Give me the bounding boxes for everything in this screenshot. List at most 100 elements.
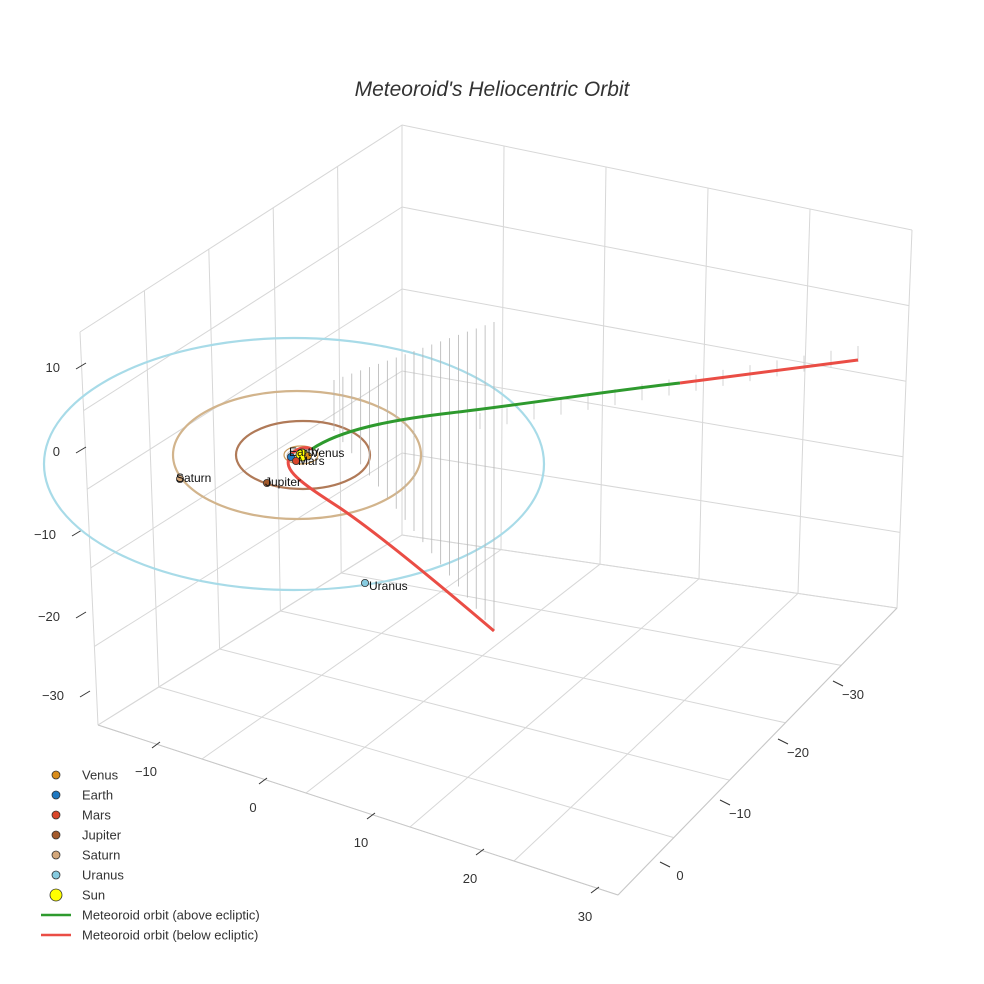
z-tick-mark (75, 611, 87, 619)
z-tick-mark (79, 690, 91, 698)
grid-line (341, 572, 842, 666)
z-tick-mark (71, 529, 83, 537)
legend-symbol (51, 830, 61, 840)
z-tick-label: −30 (42, 688, 64, 703)
planet-marker (291, 456, 300, 465)
grid-line (143, 290, 160, 688)
grid-line (513, 593, 799, 862)
axis-ticks: 10 0 −10 −20 −30 −10 0 10 20 30 −30 −20 −10 0 (34, 360, 864, 924)
legend-symbol (51, 850, 61, 860)
z-tick-label: −20 (38, 609, 60, 624)
legend-symbol (51, 870, 61, 880)
grid-line (409, 578, 700, 828)
meteoroid-below-branch (286, 446, 495, 633)
y-tick-mark (832, 680, 844, 687)
legend-symbol (51, 790, 61, 800)
legend: Venus Earth Mars Jupiter Saturn Uranus Sun Mete… (41, 768, 260, 943)
legend-label: Meteoroid orbit (below ecliptic) (82, 928, 258, 943)
legend-symbol (51, 810, 61, 820)
grid-line (500, 145, 505, 550)
grid-line (86, 288, 403, 490)
legend-label: Mars (82, 808, 111, 823)
grid-line (599, 166, 607, 565)
legend-label: Uranus (82, 868, 124, 883)
z-tick-label: 0 (53, 444, 60, 459)
planet-label: Earth (289, 445, 318, 459)
grid-line (219, 648, 730, 781)
legend-label: Sun (82, 888, 105, 903)
grid-line (797, 208, 811, 594)
legend-label: Meteoroid orbit (above ecliptic) (82, 908, 260, 923)
grid-line (896, 229, 913, 609)
y-tick-label: −30 (842, 687, 864, 702)
x-tick-label: 30 (578, 909, 592, 924)
z-tick-mark (75, 362, 87, 370)
x-tick-mark (366, 812, 376, 820)
x-tick-mark (475, 848, 485, 856)
grid-line (337, 166, 342, 574)
grid-line (79, 124, 403, 333)
meteoroid-above-branch (311, 381, 681, 451)
y-tick-label: −20 (787, 745, 809, 760)
axis-line (97, 724, 619, 896)
grid-line (280, 610, 786, 724)
chart-title: Meteoroid's Heliocentric Orbit (355, 78, 631, 101)
grid-line (401, 124, 913, 231)
planet-marker (360, 579, 369, 588)
grid-line (401, 206, 910, 307)
grid-line (305, 563, 601, 794)
axis-line (617, 607, 898, 896)
x-tick-label: 0 (249, 800, 256, 815)
grid-line (90, 370, 403, 569)
meteoroid-drop-lines (333, 322, 859, 631)
x-tick-label: 20 (463, 871, 477, 886)
planet-label: Jupiter (265, 475, 301, 489)
planet-label: Venus (311, 446, 344, 460)
z-tick-label: 10 (46, 360, 60, 375)
legend-symbol (51, 770, 61, 780)
legend-label: Saturn (82, 848, 120, 863)
x-tick-mark (258, 777, 268, 785)
legend-label: Earth (82, 788, 113, 803)
y-tick-label: 0 (676, 868, 683, 883)
grid-line (94, 452, 403, 647)
grid-line (401, 370, 904, 458)
grid-line (698, 187, 709, 579)
planet-marker (175, 474, 184, 483)
y-tick-mark (777, 738, 789, 745)
grid-line (401, 288, 907, 382)
x-tick-label: 10 (354, 835, 368, 850)
y-tick-label: −10 (729, 806, 751, 821)
inner-orbit (283, 445, 319, 465)
planet-label: Mars (298, 454, 325, 468)
grid-line (83, 206, 403, 412)
planet-label: Uranus (369, 579, 408, 593)
grid-line (208, 249, 221, 650)
grid-line (401, 534, 898, 609)
saturn-orbit (171, 389, 423, 521)
planet-marker (262, 478, 271, 487)
y-tick-mark (719, 799, 731, 806)
grid-line (97, 534, 403, 726)
z-tick-label: −10 (34, 527, 56, 542)
meteoroid-orbit (286, 358, 859, 633)
grid-line (201, 549, 502, 760)
legend-symbol (49, 888, 63, 902)
x-tick-mark (151, 741, 161, 749)
z-tick-mark (75, 446, 87, 454)
grid-line (158, 686, 674, 839)
planet-label: Saturn (176, 471, 211, 485)
grid-line (401, 452, 901, 533)
x-tick-mark (590, 886, 600, 894)
x-tick-label: −10 (135, 764, 157, 779)
jupiter-orbit (234, 419, 372, 491)
grid-line (272, 207, 281, 612)
meteoroid-far-segment (679, 358, 859, 385)
legend-label: Venus (82, 768, 119, 783)
uranus-orbit (42, 336, 546, 592)
y-tick-mark (659, 861, 671, 868)
planet-marker (303, 451, 312, 460)
grid-lines (79, 124, 913, 896)
